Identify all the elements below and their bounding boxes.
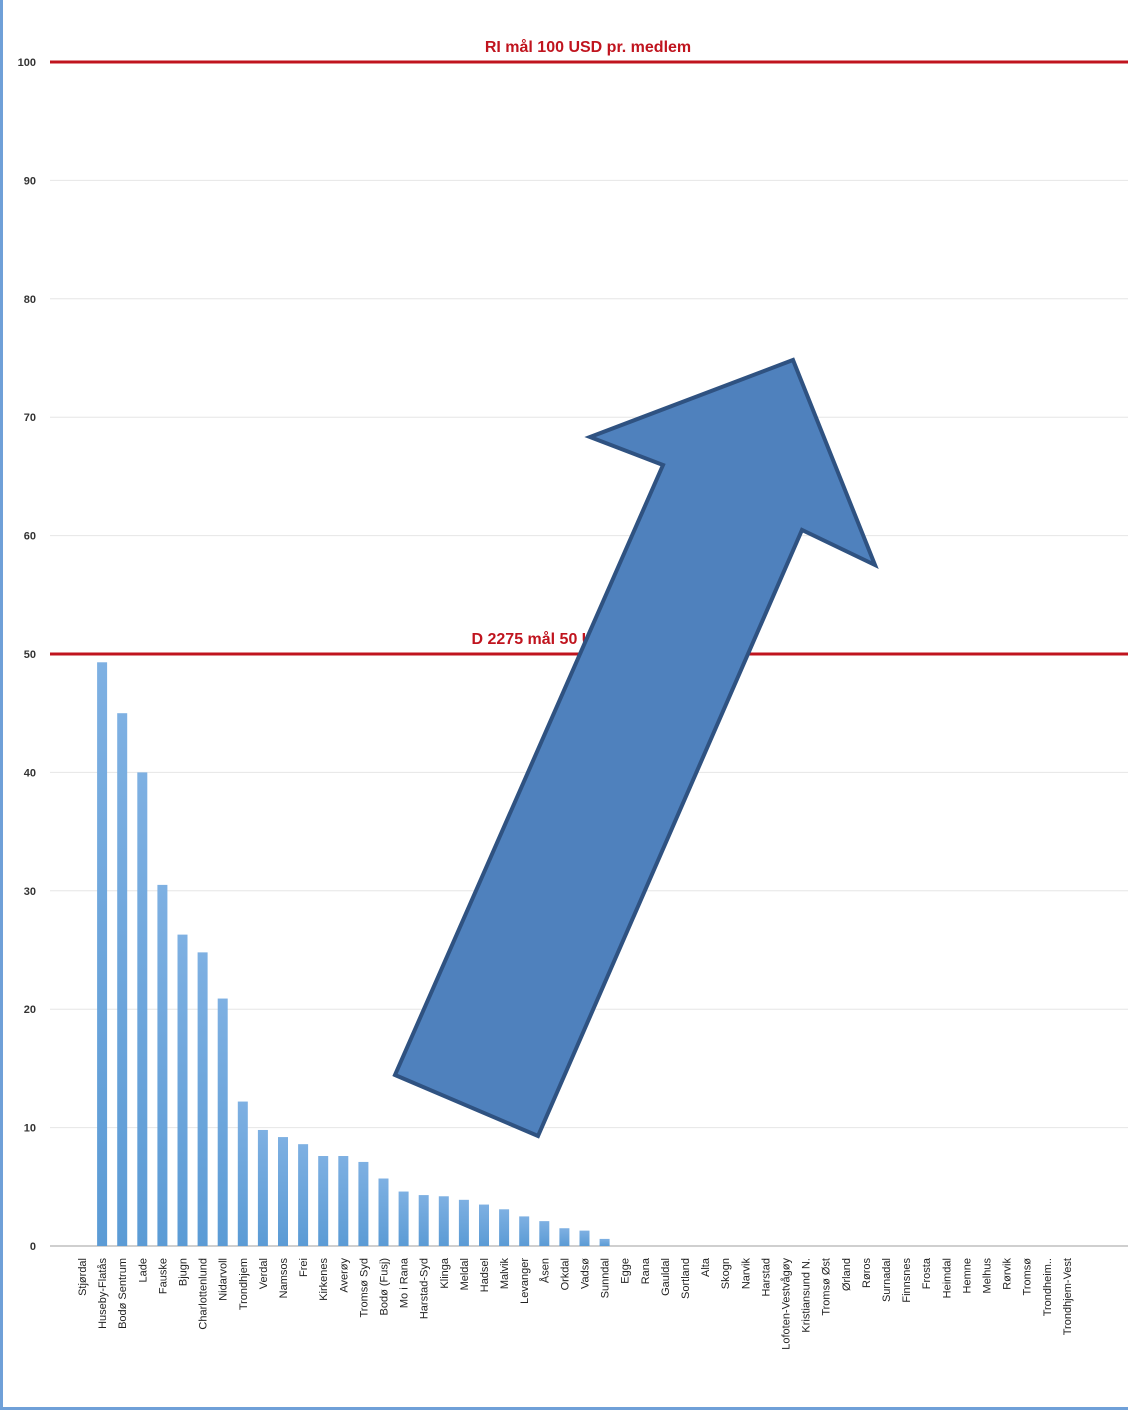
x-tick-label: Averøy [338,1258,350,1293]
x-tick-label: Verdal [258,1258,270,1289]
x-tick-label: Levanger [519,1258,531,1304]
bar [237,1101,248,1246]
x-tick-label: Nidarvoll [218,1258,230,1301]
x-tick-label: Egge [620,1258,632,1284]
y-tick-label: 70 [24,412,36,424]
y-tick-label: 20 [24,1004,36,1016]
x-tick-label: Trondhjem [238,1258,250,1310]
y-tick-label: 10 [24,1123,36,1135]
x-tick-label: Vadsø [580,1258,592,1289]
bar [197,952,208,1246]
x-tick-label: Finnsnes [901,1258,913,1303]
x-tick-label: Rørvik [1002,1258,1014,1290]
x-tick-label: Tromsø [1022,1258,1034,1296]
y-tick-label: 100 [18,57,36,69]
x-tick-label: Malvik [499,1258,511,1290]
x-tick-label: Tromsø Øst [821,1258,833,1316]
x-tick-label: Kirkenes [318,1258,330,1301]
bar [458,1199,469,1246]
x-tick-label: Frosta [921,1257,933,1289]
bar [137,772,148,1246]
bar [97,662,108,1246]
bar [217,998,228,1246]
x-tick-label: Alta [700,1257,712,1277]
bar [318,1156,329,1246]
bar [177,934,188,1246]
reference-lines: RI mål 100 USD pr. medlemD 2275 mål 50 U… [50,38,1128,656]
y-tick-label: 60 [24,531,36,543]
x-tick-label: Bodø Sentrum [117,1258,129,1329]
x-tick-label: Klinga [439,1257,451,1288]
bar [418,1195,429,1246]
y-axis-ticks: 0 10 20 30 40 50 60 70 80 90 100 [18,57,36,1253]
x-tick-label: Melhus [982,1258,994,1294]
bar [499,1209,510,1246]
bar [559,1228,570,1246]
x-tick-label: Frei [298,1258,310,1277]
bar [358,1161,369,1246]
bar [157,884,168,1246]
bars [97,662,610,1246]
x-tick-label: Tromsø Syd [358,1258,370,1318]
x-tick-label: Hadsel [479,1258,491,1292]
bar [519,1216,530,1246]
x-tick-label: Surnadal [881,1258,893,1302]
bar [599,1238,610,1246]
reference-line-label: RI mål 100 USD pr. medlem [485,38,691,56]
x-tick-label: Huseby-Flatås [97,1258,109,1329]
x-tick-label: Bodø (Fusj) [379,1258,391,1315]
bar [378,1178,389,1246]
x-tick-label: Rana [640,1257,652,1284]
x-tick-label: Orkdal [559,1258,571,1290]
x-tick-label: Lade [137,1258,149,1282]
x-tick-label: Hemne [961,1258,973,1293]
y-tick-label: 40 [24,767,36,779]
annotation-arrow [392,357,879,1139]
x-tick-label: Gauldal [660,1258,672,1296]
bar [479,1204,489,1246]
bar [398,1191,409,1246]
x-tick-label: Skogn [720,1258,732,1289]
x-tick-label: Harstad [760,1258,772,1297]
bar [539,1221,550,1246]
x-tick-label: Meldal [459,1258,471,1290]
x-tick-label: Lofoten-Vestvågøy [781,1258,793,1350]
x-tick-label: Narvik [740,1258,752,1290]
bar [278,1137,288,1246]
x-tick-label: Mo i Rana [399,1257,411,1308]
bar [117,713,128,1246]
x-tick-label: Åsen [538,1258,551,1283]
arrow-shape [392,357,879,1139]
x-tick-label: Heimdal [941,1258,953,1298]
x-tick-label: Harstad-Syd [419,1258,431,1319]
x-tick-label: Sortland [680,1258,692,1299]
y-tick-label: 0 [30,1241,36,1253]
bar [257,1129,268,1246]
x-tick-label: Stjørdal [77,1258,89,1296]
y-tick-label: 30 [24,886,36,898]
x-tick-label: Namsos [278,1258,290,1299]
x-axis-labels: Stjørdal Huseby-Flatås Bodø Sentrum Lade Fau… [77,1257,1074,1350]
bar [438,1196,449,1246]
x-tick-label: Trondhjem-Vest [1062,1258,1074,1335]
bar [579,1230,590,1246]
x-tick-label: Charlottenlund [198,1258,210,1330]
x-tick-label: Fauske [157,1258,169,1294]
x-tick-label: Røros [861,1258,873,1288]
x-tick-label: Sunndal [600,1258,612,1298]
x-tick-label: Kristiansund N. [801,1258,813,1333]
bar [298,1144,309,1246]
x-tick-label: Trondheim.. [1042,1258,1054,1316]
bar [338,1156,349,1246]
y-tick-label: 90 [24,175,36,187]
y-tick-label: 80 [24,294,36,306]
x-tick-label: Ørland [841,1258,853,1291]
y-tick-label: 50 [24,649,36,661]
x-tick-label: Bjugn [178,1258,190,1286]
